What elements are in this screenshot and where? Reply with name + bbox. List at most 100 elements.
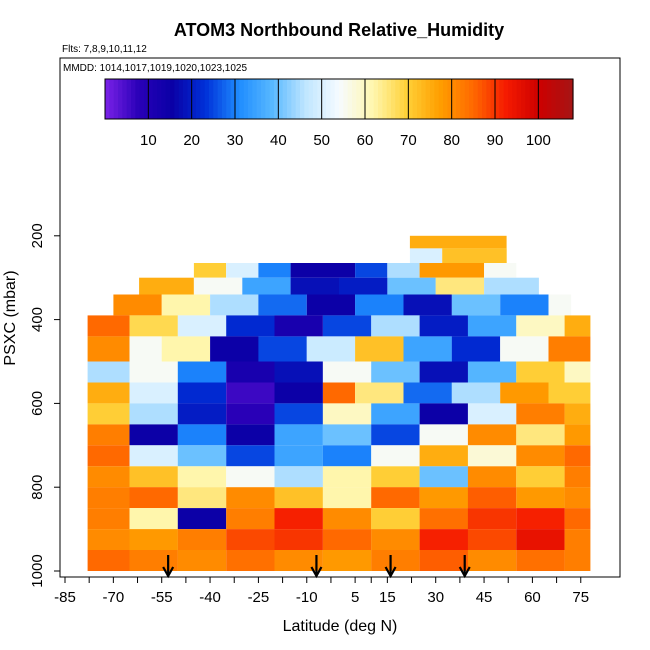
colorbar-swatch — [265, 79, 271, 119]
x-axis: -85 -70 -55 -40 -25 -10 5 15 30 45 60 75 — [54, 577, 589, 606]
heatmap-cell — [516, 550, 565, 571]
heatmap-cell — [226, 315, 275, 337]
colorbar-swatch — [261, 79, 266, 119]
colorbar-swatch — [564, 79, 570, 119]
colorbar-swatch — [547, 79, 552, 119]
heatmap-cell — [322, 315, 372, 337]
heatmap-cell — [322, 361, 372, 383]
heatmap-cell — [548, 336, 591, 362]
colorbar-swatch — [304, 79, 310, 119]
heatmap-cell — [177, 529, 227, 550]
colorbar-swatch — [170, 79, 175, 119]
colorbar-swatch — [126, 79, 132, 119]
colorbar-swatch — [391, 79, 396, 119]
heatmap-cell — [419, 403, 468, 425]
y-axis: 200 400 600 800 1000 — [29, 223, 60, 588]
colorbar-swatch — [334, 79, 340, 119]
colorbar-swatch — [105, 79, 110, 119]
heatmap-cell — [500, 294, 549, 316]
colorbar-swatch — [560, 79, 565, 119]
heatmap-cell — [129, 466, 178, 488]
heatmap-cell — [419, 487, 468, 509]
heatmap-cell — [87, 315, 130, 337]
colorbar-swatch — [209, 79, 214, 119]
heatmap-cell — [322, 550, 372, 571]
x-tick-label: 30 — [427, 589, 444, 606]
colorbar-frame — [104, 78, 574, 120]
colorbar-swatch — [477, 79, 483, 119]
heatmap-cell — [484, 277, 539, 295]
chart-title: ATOM3 Northbound Relative_Humidity — [174, 20, 504, 40]
heatmap-cell — [177, 445, 227, 467]
heatmap-cell — [87, 508, 130, 530]
heatmap-cell — [129, 336, 162, 362]
colorbar-swatch — [113, 79, 119, 119]
colorbar-tick-label: 10 — [140, 132, 157, 149]
colorbar-swatch — [109, 79, 115, 119]
heatmap-cell — [516, 529, 565, 550]
colorbar-swatch — [317, 79, 323, 119]
x-tick-label: -85 — [54, 589, 76, 606]
heatmap-cell — [274, 403, 323, 425]
heatmap-cell — [177, 315, 227, 337]
x-tick-label: -25 — [248, 589, 270, 606]
heatmap-cell — [226, 361, 275, 383]
heatmap-cell — [226, 466, 275, 488]
heatmap-cell — [274, 466, 323, 488]
heatmap-cell — [226, 403, 275, 425]
heatmap-cell — [419, 361, 468, 383]
colorbar-tick-label: 100 — [526, 132, 551, 149]
colorbar-swatch — [291, 79, 297, 119]
heatmap-cell — [129, 382, 178, 404]
heatmap-cell — [129, 403, 178, 425]
x-tick-label: 5 — [351, 589, 359, 606]
heatmap-cell — [419, 550, 468, 571]
heatmap-cell — [258, 263, 291, 278]
heatmap-cell — [226, 529, 275, 550]
heatmap-cell — [419, 445, 468, 467]
colorbar-swatch — [191, 79, 197, 119]
y-tick-label: 200 — [29, 223, 46, 248]
colorbar-swatch — [464, 79, 470, 119]
colorbar-swatch — [269, 79, 275, 119]
colorbar-swatch — [425, 79, 431, 119]
heatmap-cell — [87, 424, 130, 446]
colorbar-swatch — [122, 79, 128, 119]
heatmap-cell — [129, 508, 178, 530]
colorbar-swatch — [486, 79, 492, 119]
colorbar-swatch — [430, 79, 435, 119]
heatmap-cell — [516, 466, 565, 488]
colorbar-swatch — [222, 79, 227, 119]
colorbar-swatch — [274, 79, 279, 119]
heatmap-cell — [419, 315, 468, 337]
heatmap-cell — [322, 508, 372, 530]
heatmap-cell — [322, 529, 372, 550]
heatmap-cell — [442, 248, 507, 264]
colorbar-swatch — [226, 79, 232, 119]
colorbar-swatch — [248, 79, 253, 119]
colorbar-tick-label: 20 — [183, 132, 200, 149]
plot-frame — [59, 57, 621, 578]
colorbar-swatch — [408, 79, 414, 119]
x-tick-label: 45 — [476, 589, 493, 606]
colorbar-swatch — [213, 79, 219, 119]
heatmap-cell — [451, 294, 501, 316]
colorbar-swatch — [503, 79, 509, 119]
heatmap-cell — [403, 294, 452, 316]
heatmap-cell — [484, 263, 517, 278]
profile-marker-arrow — [162, 555, 175, 579]
heatmap-cell — [371, 445, 420, 467]
profile-marker-arrow — [458, 555, 471, 579]
heatmap-cell — [177, 382, 227, 404]
colorbar-swatch — [360, 79, 366, 119]
heatmap-cell — [467, 487, 517, 509]
colorbar-swatch — [230, 79, 236, 119]
heatmap-cell — [564, 487, 591, 509]
heatmap-cell — [177, 487, 227, 509]
heatmap-cell — [87, 466, 130, 488]
heatmap-cell — [113, 294, 162, 316]
heatmap-cell — [451, 336, 501, 362]
colorbar-swatch — [538, 79, 544, 119]
colorbar-swatch — [352, 79, 357, 119]
heatmap-cell — [403, 336, 452, 362]
